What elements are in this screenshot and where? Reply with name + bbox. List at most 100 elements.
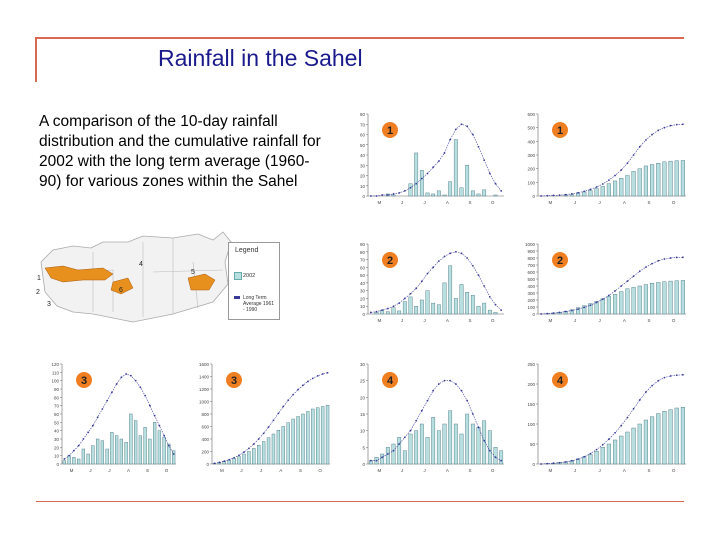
bar [674, 280, 679, 315]
bar [425, 192, 430, 197]
series-point [218, 461, 221, 464]
bar [143, 427, 147, 465]
series-point [645, 139, 647, 141]
map-zone-label: 3 [47, 301, 51, 308]
y-tick-label: 400 [201, 437, 209, 442]
chart-panel: 0 50 100 150 200 250 M J J A S O 4 [512, 356, 692, 480]
bar [67, 455, 71, 465]
x-tick-label: M [377, 318, 381, 323]
series-point [381, 456, 384, 459]
bar [110, 432, 114, 465]
series-point [409, 186, 412, 189]
bar [668, 280, 673, 315]
slide-title: Rainfall in the Sahel [158, 45, 363, 71]
series-point [663, 258, 666, 260]
y-tick-label: 300 [527, 153, 535, 158]
series-point [125, 373, 128, 375]
bar [419, 170, 424, 197]
series-point [449, 252, 452, 255]
series-point [620, 169, 623, 171]
series-point [409, 292, 412, 295]
series-point [454, 383, 457, 385]
bar [96, 438, 100, 465]
y-tick-label: 200 [527, 167, 535, 172]
series-point [540, 195, 542, 197]
series-point [546, 312, 549, 315]
bar [619, 435, 624, 465]
series-point [595, 301, 598, 304]
map-drawing: 1 2 3 4 5 6 [36, 231, 232, 323]
bar [482, 302, 487, 315]
series-point [443, 152, 446, 154]
bar [86, 453, 90, 465]
series-point [589, 188, 592, 191]
series-point [608, 179, 610, 182]
bar [431, 193, 436, 197]
series-point [483, 159, 486, 162]
series-point [228, 458, 231, 461]
series-point [375, 195, 378, 197]
bar [286, 422, 290, 465]
bar [453, 298, 458, 315]
series-point [420, 280, 423, 283]
chart-panel: 0 100 200 300 400 500 600 700 800 900 1000 M J J A S O 2 [512, 236, 692, 330]
zone-badge-label: 3 [81, 375, 87, 387]
bar [582, 191, 587, 197]
y-tick-label: 10 [360, 429, 366, 434]
x-tick-label: J [599, 318, 601, 323]
series-point [68, 454, 71, 457]
series-point [663, 126, 666, 129]
series-point [657, 129, 660, 132]
bar [582, 456, 587, 465]
y-tick-label: 100 [527, 422, 535, 427]
bar [391, 443, 396, 465]
series-point [601, 443, 604, 446]
map-zone-label: 6 [119, 287, 123, 294]
bar [316, 407, 320, 465]
bar [465, 413, 470, 465]
bar [124, 442, 128, 465]
zone-badge [226, 372, 242, 388]
series-point [632, 275, 635, 278]
series-point [110, 391, 113, 394]
bar [436, 304, 441, 315]
x-tick-label: A [623, 318, 626, 323]
series-point [392, 193, 395, 195]
y-tick-label: 25 [360, 379, 366, 384]
series-point [272, 419, 275, 422]
series-point [675, 374, 678, 377]
series-point [632, 407, 635, 410]
map-zone-label: 5 [191, 269, 195, 276]
series-point [420, 409, 423, 412]
x-tick-label: S [647, 468, 650, 473]
bar [680, 407, 685, 465]
series-point [552, 194, 555, 197]
bar [72, 457, 76, 465]
bar [431, 417, 436, 465]
bar [637, 285, 642, 315]
chart-svg: 0 5 10 15 20 25 30 M J J A S O 4 [360, 362, 504, 473]
x-tick-label: O [672, 200, 676, 205]
series-point [311, 377, 314, 380]
y-tick-label: 200 [201, 450, 209, 455]
series-line [370, 380, 502, 461]
series-point [675, 123, 678, 126]
series-point [577, 308, 579, 310]
bar [625, 288, 630, 315]
series-point [466, 399, 469, 402]
bar [662, 281, 667, 315]
y-tick-label: 60 [54, 412, 60, 417]
x-tick-label: S [146, 468, 149, 473]
bar [448, 410, 453, 465]
series-line [541, 123, 683, 197]
y-tick-label: 1200 [199, 387, 210, 392]
series-point [403, 189, 406, 192]
series-point [87, 431, 90, 434]
y-tick-label: 40 [360, 281, 366, 286]
bar [100, 440, 104, 465]
series-point [494, 303, 497, 306]
bar [470, 190, 475, 197]
map-outline [40, 231, 232, 323]
y-tick-label: 30 [360, 289, 366, 294]
bar [408, 183, 413, 197]
